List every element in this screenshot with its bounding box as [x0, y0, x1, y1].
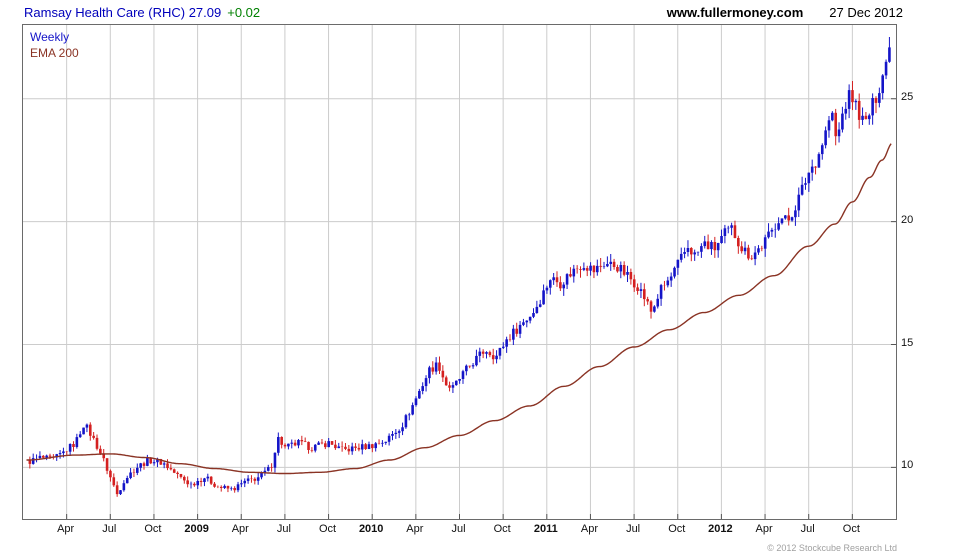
plot-area — [22, 24, 897, 520]
y-axis-label: 15 — [901, 336, 914, 349]
copyright-notice: © 2012 Stockcube Research Ltd — [767, 543, 897, 553]
x-axis-month-label: Jul — [800, 523, 815, 535]
chart-header-right: www.fullermoney.com 27 Dec 2012 — [667, 5, 903, 20]
price-change: +0.02 — [227, 5, 261, 20]
y-axis-label: 10 — [901, 459, 914, 472]
x-axis-month-label: Oct — [318, 523, 337, 535]
x-axis-month-label: Jul — [451, 523, 466, 535]
legend-weekly: Weekly — [30, 30, 70, 44]
x-axis-month-label: Oct — [493, 523, 511, 535]
instrument-title: Ramsay Health Care (RHC) 27.09 — [24, 5, 222, 20]
x-axis-year-label: 2011 — [533, 523, 558, 535]
chart-date: 27 Dec 2012 — [829, 5, 903, 20]
x-axis-month-label: Apr — [580, 523, 598, 535]
x-axis-month-label: Jul — [626, 523, 641, 535]
chart-header-title: Ramsay Health Care (RHC) 27.09 +0.02 — [24, 5, 260, 20]
x-axis-year-label: 2012 — [708, 523, 733, 535]
x-axis-year-label: 2010 — [358, 523, 384, 535]
legend-ema: EMA 200 — [30, 46, 79, 60]
y-axis-label: 20 — [901, 213, 914, 226]
x-axis-month-label: Oct — [144, 523, 162, 535]
site-link[interactable]: www.fullermoney.com — [666, 5, 804, 20]
x-axis-month-label: Oct — [668, 523, 686, 535]
x-axis-month-label: Apr — [755, 523, 773, 535]
x-axis-month-label: Apr — [231, 523, 249, 535]
x-axis-year-label: 2009 — [184, 523, 209, 535]
x-axis-month-label: Jul — [102, 523, 117, 535]
x-axis-month-label: Jul — [276, 523, 291, 535]
x-axis-month-label: Apr — [57, 523, 75, 535]
x-axis-month-label: Apr — [406, 523, 424, 535]
y-axis-label: 25 — [901, 90, 914, 103]
x-axis-month-label: Oct — [842, 523, 860, 535]
price-chart — [23, 25, 896, 519]
